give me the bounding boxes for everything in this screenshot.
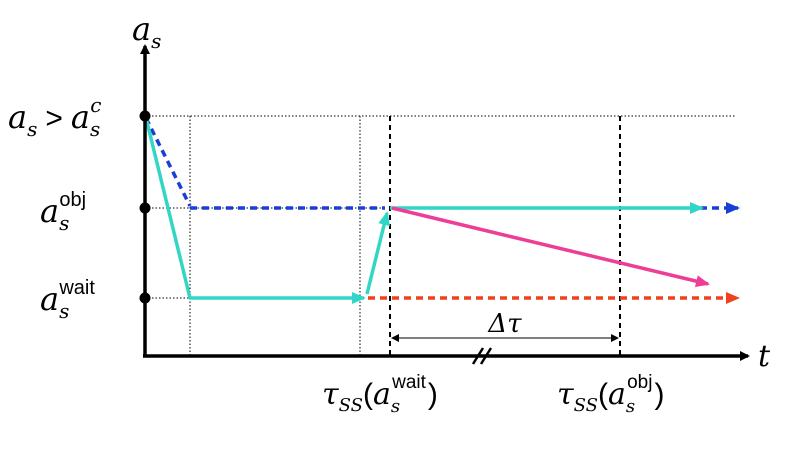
tau-markers: [389, 116, 621, 356]
delta-tau-label: Δτ: [487, 309, 522, 339]
level-obj-label: asobj: [40, 189, 86, 235]
cyan-path: [144, 117, 704, 304]
guide-lines: [145, 115, 735, 356]
axis-break: [471, 347, 493, 365]
level-wait-label: aswait: [40, 277, 95, 323]
tick-tau-wait-label: τSS(aswait): [322, 372, 438, 417]
x-axis-label: t: [758, 339, 771, 374]
level-high-label: as > asc: [8, 93, 101, 141]
blue-path: [144, 117, 740, 214]
dot-obj: [139, 202, 151, 214]
y-axis-label: as: [132, 10, 161, 53]
dot-high: [139, 110, 151, 122]
tick-tau-obj-label: τSS(asobj): [557, 372, 664, 417]
delta-tau-interval: Δτ: [391, 309, 619, 342]
axes: [140, 44, 750, 361]
magenta-path: [391, 206, 710, 288]
level-dots: [139, 110, 151, 304]
dot-wait: [139, 292, 151, 304]
